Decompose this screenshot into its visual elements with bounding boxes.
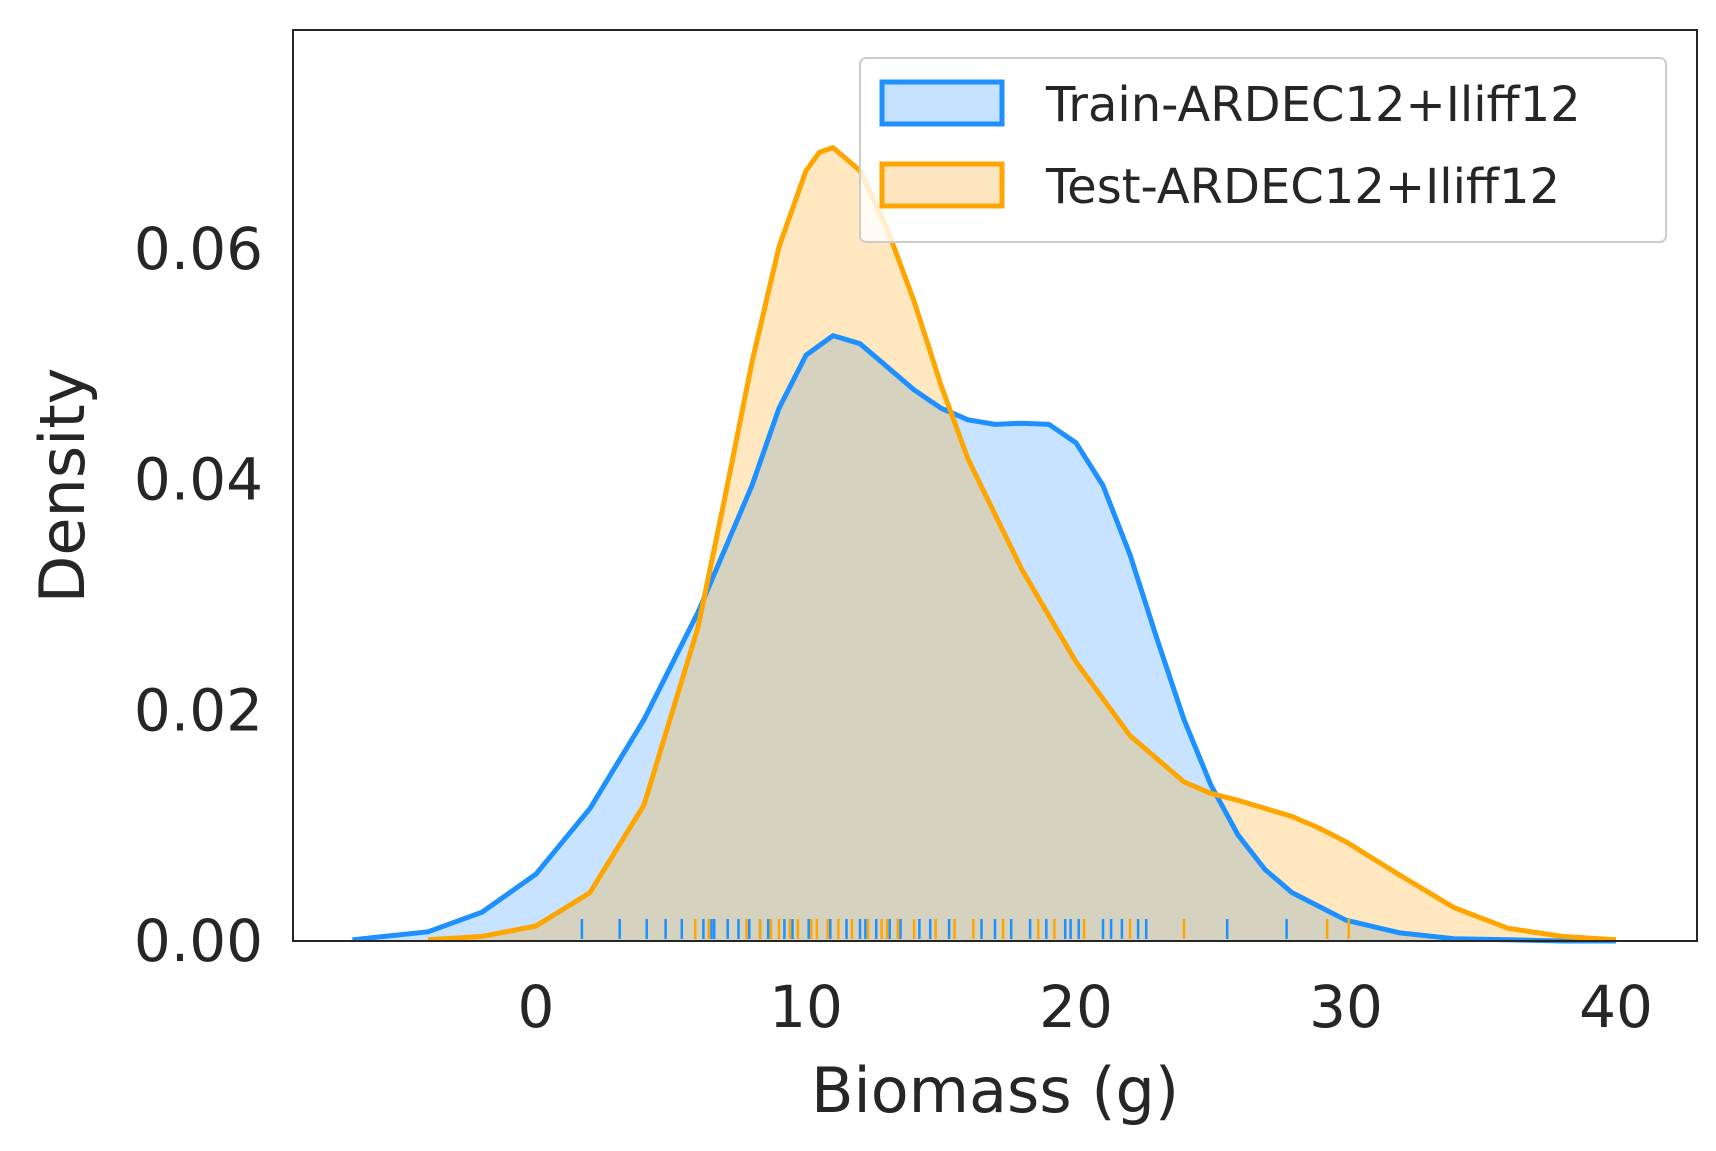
y-tick-label: 0.06 bbox=[134, 215, 263, 283]
x-tick-label: 0 bbox=[518, 973, 555, 1041]
x-axis-ticks: 0 10 20 30 40 bbox=[518, 973, 1653, 1041]
legend: Train-ARDEC12+Iliff12 Test-ARDEC12+Iliff… bbox=[859, 57, 1667, 243]
density-area-train bbox=[352, 335, 1616, 942]
y-tick-label: 0.02 bbox=[134, 676, 263, 744]
density-area-test bbox=[428, 147, 1616, 942]
legend-box bbox=[859, 57, 1667, 243]
x-tick-label: 10 bbox=[769, 973, 843, 1041]
x-tick-label: 20 bbox=[1039, 973, 1113, 1041]
legend-label-test: Test-ARDEC12+Iliff12 bbox=[1045, 159, 1560, 215]
density-line-train bbox=[352, 333, 1616, 944]
x-tick-label: 30 bbox=[1309, 973, 1383, 1041]
legend-patch-test bbox=[879, 161, 1005, 209]
x-tick-label: 40 bbox=[1579, 973, 1653, 1041]
plot-area bbox=[352, 145, 1617, 944]
x-axis-label: Biomass (g) bbox=[811, 1054, 1179, 1127]
legend-patch-train bbox=[879, 79, 1005, 127]
y-tick-label: 0.04 bbox=[134, 446, 263, 514]
density-line-test bbox=[427, 145, 1617, 943]
y-tick-label: 0.00 bbox=[134, 907, 263, 975]
y-axis-ticks: 0.00 0.02 0.04 0.06 bbox=[134, 215, 263, 975]
y-axis-label: Density bbox=[26, 368, 99, 604]
legend-label-train: Train-ARDEC12+Iliff12 bbox=[1045, 77, 1581, 133]
axes-frame bbox=[292, 29, 1698, 942]
